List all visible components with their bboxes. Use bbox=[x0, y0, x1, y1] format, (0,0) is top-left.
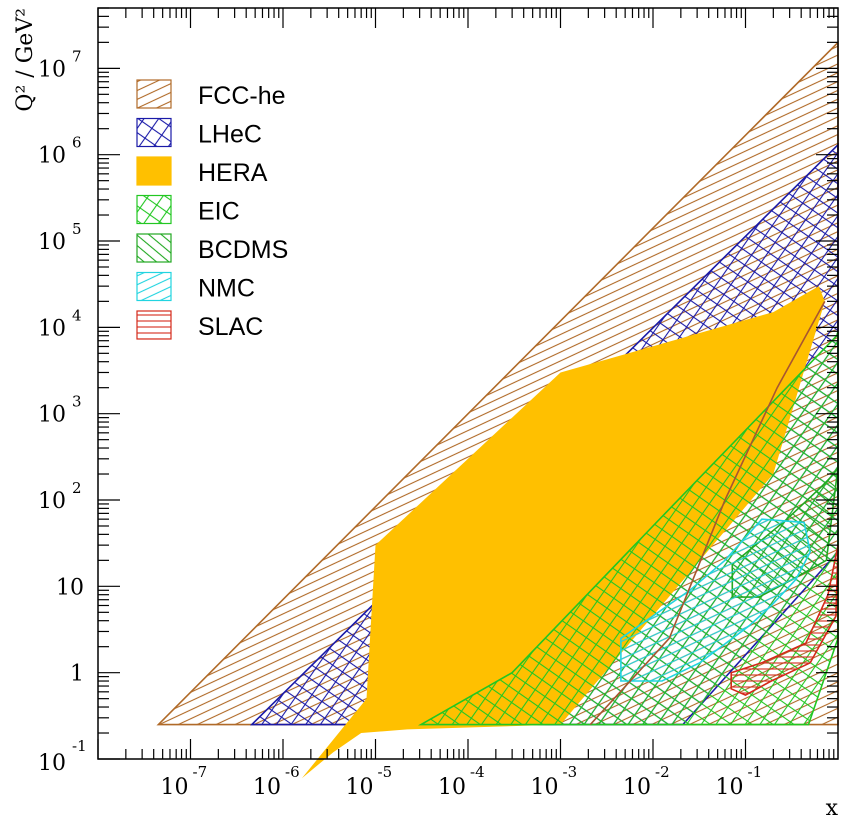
y-tick-exponent: 6 bbox=[72, 134, 82, 152]
y-tick-exponent: 7 bbox=[72, 47, 82, 65]
y-tick-label: 10 bbox=[56, 575, 84, 600]
x-tick-label: 10-7 bbox=[161, 763, 208, 800]
y-tick-base: 10 bbox=[56, 575, 84, 600]
y-tick-base: 10 bbox=[38, 489, 66, 514]
y-tick-label: 10 7 bbox=[38, 47, 82, 82]
x-tick-base: 10 bbox=[623, 775, 651, 800]
y-tick-exponent: 4 bbox=[72, 306, 82, 324]
y-tick-labels: 10 -1 1 10 10 2 10 3 10 4 10 5 10 6 10 7 bbox=[38, 47, 87, 776]
y-tick-exponent: -1 bbox=[72, 737, 87, 755]
x-tick-exponent: -7 bbox=[193, 763, 208, 781]
y-tick-base: 10 bbox=[38, 57, 66, 82]
legend-swatch bbox=[136, 310, 172, 340]
x-tick-label: 10-3 bbox=[531, 763, 578, 800]
legend: FCC-he LHeC HERA EIC BCDMS NMC SLAC bbox=[136, 79, 288, 341]
x-tick-exponent: -2 bbox=[655, 763, 670, 781]
x-tick-base: 10 bbox=[346, 775, 374, 800]
x-tick-base: 10 bbox=[531, 775, 559, 800]
x-tick-base: 10 bbox=[253, 775, 281, 800]
y-tick-label: 10 -1 bbox=[38, 737, 87, 776]
legend-label: NMC bbox=[198, 275, 255, 303]
y-axis-title: Q² / GeV² bbox=[13, 8, 38, 112]
legend-entry: LHeC bbox=[136, 117, 262, 149]
axis-ticks bbox=[97, 7, 838, 760]
legend-entry: NMC bbox=[136, 271, 255, 303]
y-tick-base: 10 bbox=[38, 403, 66, 428]
hera-region bbox=[301, 286, 825, 779]
y-tick-label: 10 4 bbox=[38, 306, 82, 341]
y-tick-base: 10 bbox=[38, 751, 66, 776]
legend-swatch bbox=[136, 156, 172, 186]
x-tick-exponent: -1 bbox=[748, 763, 763, 781]
legend-entry: SLAC bbox=[136, 310, 263, 341]
legend-entry: FCC-he bbox=[136, 79, 286, 110]
y-tick-exponent: 3 bbox=[72, 393, 82, 411]
x-tick-base: 10 bbox=[161, 775, 189, 800]
x-axis-title: x bbox=[826, 796, 839, 819]
legend-label: LHeC bbox=[198, 121, 262, 149]
x-tick-exponent: -3 bbox=[563, 763, 578, 781]
x-tick-label: 10-4 bbox=[438, 763, 485, 800]
plot-regions bbox=[156, 40, 839, 779]
x-tick-exponent: -5 bbox=[378, 763, 393, 781]
x-tick-label: 10-6 bbox=[253, 763, 300, 800]
y-tick-label: 1 bbox=[70, 662, 84, 687]
legend-swatch bbox=[136, 271, 172, 302]
y-tick-label: 10 3 bbox=[38, 393, 82, 428]
legend-label: EIC bbox=[198, 198, 240, 226]
x-tick-labels: 10-710-610-510-410-310-210-1 bbox=[161, 763, 763, 800]
legend-entry: EIC bbox=[136, 194, 240, 226]
y-tick-base: 10 bbox=[38, 144, 66, 169]
legend-swatch bbox=[136, 79, 172, 109]
legend-label: BCDMS bbox=[198, 236, 288, 264]
legend-swatch bbox=[136, 233, 172, 263]
boundary-region bbox=[589, 301, 826, 726]
legend-label: HERA bbox=[198, 159, 268, 187]
x-tick-base: 10 bbox=[438, 775, 466, 800]
y-tick-exponent: 2 bbox=[72, 479, 82, 497]
y-tick-exponent: 5 bbox=[72, 220, 82, 238]
x-tick-label: 10-2 bbox=[623, 763, 670, 800]
legend-entry: BCDMS bbox=[136, 233, 288, 264]
y-tick-label: 10 6 bbox=[38, 134, 82, 169]
x-tick-exponent: -6 bbox=[285, 763, 300, 781]
x-tick-label: 10-1 bbox=[716, 763, 763, 800]
legend-label: SLAC bbox=[198, 313, 263, 341]
legend-swatch bbox=[136, 194, 172, 225]
legend-swatch bbox=[136, 117, 172, 148]
legend-entry: HERA bbox=[136, 156, 268, 187]
y-tick-base: 1 bbox=[70, 662, 84, 687]
y-tick-label: 10 5 bbox=[38, 220, 82, 255]
y-tick-base: 10 bbox=[38, 316, 66, 341]
x-tick-base: 10 bbox=[716, 775, 744, 800]
legend-label: FCC-he bbox=[198, 82, 286, 110]
y-tick-base: 10 bbox=[38, 230, 66, 255]
x-tick-label: 10-5 bbox=[346, 763, 393, 800]
x-tick-exponent: -4 bbox=[470, 763, 485, 781]
y-tick-label: 10 2 bbox=[38, 479, 82, 514]
